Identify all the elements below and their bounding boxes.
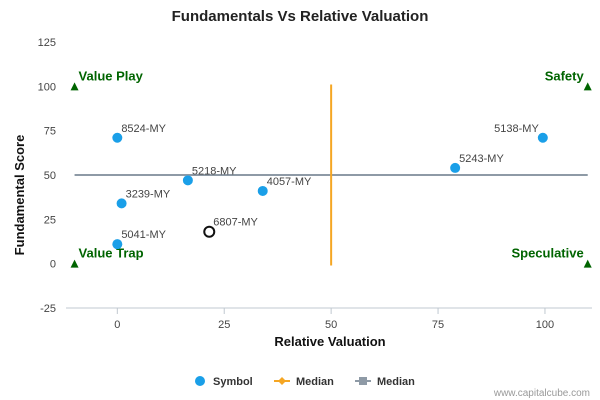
data-point-label: 3239-MY [126, 188, 171, 200]
data-point[interactable] [203, 225, 216, 238]
y-tick-label: 100 [38, 81, 56, 93]
legend-symbol-label[interactable]: Symbol [213, 376, 253, 388]
y-tick-label: -25 [40, 303, 56, 315]
data-point[interactable] [112, 132, 123, 143]
legend: Symbol Median Median [195, 376, 415, 388]
y-tick-label: 75 [44, 126, 56, 138]
legend-median-y-marker [359, 377, 367, 385]
data-point-label: 5218-MY [192, 165, 237, 177]
y-axis: -25 0 25 50 75 100 125 [38, 37, 56, 315]
x-tick-label: 0 [114, 319, 120, 331]
data-point-label: 5138-MY [494, 123, 539, 135]
quadrant-marker [583, 259, 592, 268]
x-tick-label: 50 [325, 319, 337, 331]
x-axis: 0 25 50 75 100 [114, 308, 554, 331]
quadrant-marker [70, 82, 79, 91]
data-point-label: 6807-MY [213, 217, 258, 229]
median-lines [74, 84, 588, 266]
quadrant-label-value-play: Value Play [79, 68, 144, 83]
data-point-label: 4057-MY [267, 176, 312, 188]
data-point[interactable] [257, 185, 268, 196]
x-tick-label: 25 [218, 319, 230, 331]
data-point-label: 8524-MY [121, 123, 166, 135]
chart-title: Fundamentals Vs Relative Valuation [172, 8, 429, 25]
legend-median-x-label[interactable]: Median [296, 376, 334, 388]
legend-median-x-marker [278, 377, 286, 385]
legend-symbol-marker [195, 376, 205, 386]
quadrant-label-speculative: Speculative [511, 246, 583, 261]
data-point-label: 5243-MY [459, 153, 504, 165]
x-axis-title: Relative Valuation [274, 334, 385, 349]
quadrant-markers: Value Play Safety Value Trap Speculative [70, 68, 592, 268]
data-point-label: 5041-MY [121, 229, 166, 241]
quadrant-label-value-trap: Value Trap [79, 246, 144, 261]
data-points: 8524-MY 5218-MY 4057-MY 3239-MY 5041-MY 6807-… [112, 123, 548, 250]
legend-median-y-label[interactable]: Median [377, 376, 415, 388]
data-point[interactable] [116, 198, 127, 209]
data-point[interactable] [112, 239, 123, 250]
y-tick-label: 125 [38, 37, 56, 49]
x-tick-label: 75 [432, 319, 444, 331]
quadrant-marker [70, 259, 79, 268]
data-point[interactable] [537, 132, 548, 143]
credit-text[interactable]: www.capitalcube.com [493, 388, 590, 399]
quadrant-marker [583, 82, 592, 91]
quadrant-label-safety: Safety [545, 68, 585, 83]
y-tick-label: 0 [50, 259, 56, 271]
data-point[interactable] [182, 175, 193, 186]
x-tick-label: 100 [536, 319, 554, 331]
y-axis-title: Fundamental Score [12, 135, 27, 256]
y-tick-label: 25 [44, 214, 56, 226]
y-tick-label: 50 [44, 170, 56, 182]
data-point[interactable] [450, 162, 461, 173]
